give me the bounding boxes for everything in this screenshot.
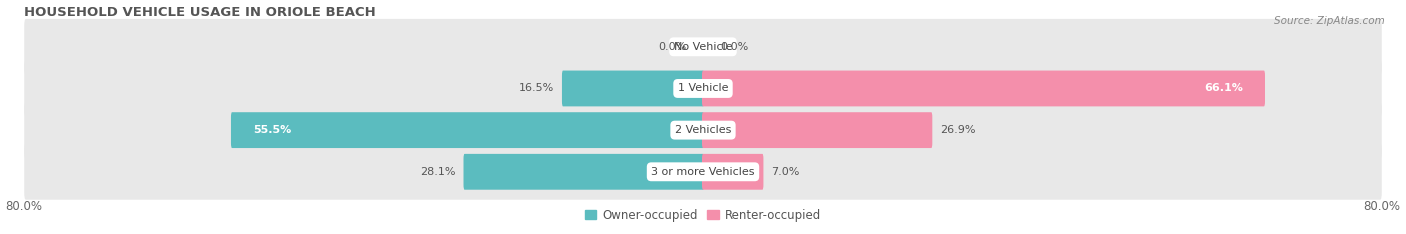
Text: 0.0%: 0.0% xyxy=(658,42,686,52)
FancyBboxPatch shape xyxy=(562,71,704,106)
FancyBboxPatch shape xyxy=(464,154,704,190)
FancyBboxPatch shape xyxy=(702,71,1265,106)
Text: HOUSEHOLD VEHICLE USAGE IN ORIOLE BEACH: HOUSEHOLD VEHICLE USAGE IN ORIOLE BEACH xyxy=(24,6,375,18)
Text: 26.9%: 26.9% xyxy=(939,125,976,135)
Text: 0.0%: 0.0% xyxy=(720,42,748,52)
Text: No Vehicle: No Vehicle xyxy=(673,42,733,52)
FancyBboxPatch shape xyxy=(231,112,704,148)
FancyBboxPatch shape xyxy=(24,144,1382,200)
Text: 7.0%: 7.0% xyxy=(770,167,799,177)
Text: 3 or more Vehicles: 3 or more Vehicles xyxy=(651,167,755,177)
FancyBboxPatch shape xyxy=(24,19,1382,75)
FancyBboxPatch shape xyxy=(24,102,1382,158)
Text: 28.1%: 28.1% xyxy=(420,167,456,177)
FancyBboxPatch shape xyxy=(702,112,932,148)
Text: 16.5%: 16.5% xyxy=(519,84,554,93)
Text: 2 Vehicles: 2 Vehicles xyxy=(675,125,731,135)
Legend: Owner-occupied, Renter-occupied: Owner-occupied, Renter-occupied xyxy=(579,204,827,226)
Text: 55.5%: 55.5% xyxy=(253,125,291,135)
FancyBboxPatch shape xyxy=(24,61,1382,116)
Text: 1 Vehicle: 1 Vehicle xyxy=(678,84,728,93)
FancyBboxPatch shape xyxy=(702,154,763,190)
Text: Source: ZipAtlas.com: Source: ZipAtlas.com xyxy=(1274,16,1385,26)
Text: 66.1%: 66.1% xyxy=(1204,84,1243,93)
